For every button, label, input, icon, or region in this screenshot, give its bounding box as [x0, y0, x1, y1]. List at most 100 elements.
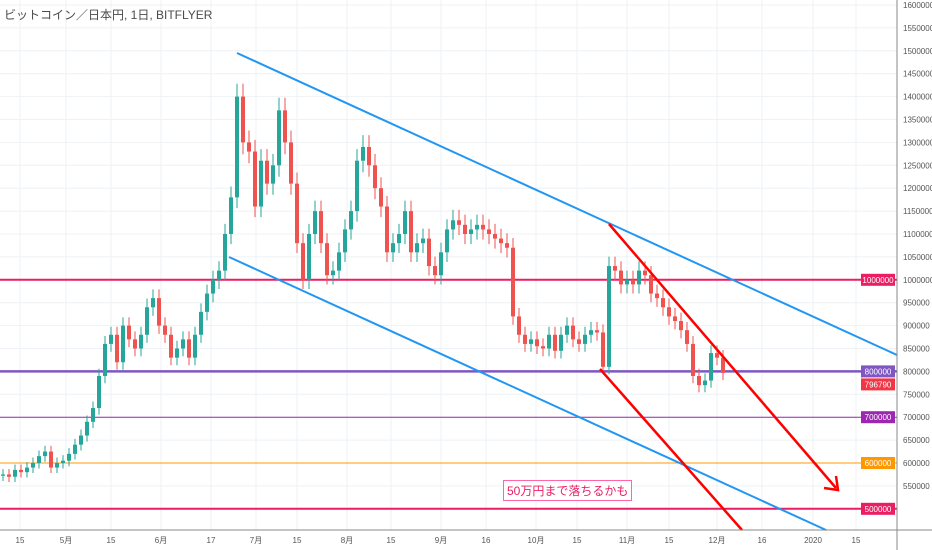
y-axis[interactable]: 550000 600000 650000 700000 750000 800000 8500… [903, 1, 932, 491]
candle [487, 229, 491, 234]
candle [379, 188, 383, 207]
x-tick-label: 15 [16, 536, 25, 545]
candle [589, 330, 593, 335]
candle [493, 234, 497, 239]
y-tick-label: 1200000 [903, 184, 932, 193]
y-tick-label: 650000 [903, 436, 930, 445]
candle [115, 334, 119, 363]
candle [271, 165, 275, 184]
x-tick-label: 9月 [435, 536, 447, 545]
candle [595, 330, 599, 333]
x-tick-label: 2020 [804, 536, 822, 545]
level-badge [861, 411, 895, 424]
candle [49, 451, 53, 468]
candle [475, 224, 479, 230]
candle [643, 270, 647, 276]
x-tick-label: 16 [758, 536, 767, 545]
x-tick-label: 15 [852, 536, 861, 545]
wedge-lower-line[interactable] [599, 368, 743, 531]
candle [199, 311, 203, 335]
candle [133, 339, 137, 349]
candle [31, 463, 35, 468]
candle [565, 325, 569, 335]
level-badge [861, 365, 895, 378]
y-tick-label: 750000 [903, 390, 930, 399]
candle [463, 224, 467, 234]
candle [631, 279, 635, 285]
candle [715, 353, 719, 358]
y-tick-label: 1400000 [903, 93, 932, 102]
candle [673, 316, 677, 322]
x-tick-label: 15 [107, 536, 116, 545]
candle [667, 307, 671, 317]
level-badge-label: 500000 [865, 505, 892, 514]
y-tick-label: 1100000 [903, 230, 932, 239]
candle [241, 96, 245, 143]
candle [181, 339, 185, 349]
candle [37, 456, 41, 463]
candle [295, 183, 299, 244]
candle [151, 298, 155, 308]
y-tick-label: 1250000 [903, 161, 932, 170]
candles [1, 83, 725, 482]
candle [337, 252, 341, 271]
level-badge-label: 700000 [865, 413, 892, 422]
candle [421, 238, 425, 244]
candle [319, 211, 323, 244]
candle [217, 270, 221, 280]
y-tick-label: 800000 [903, 367, 930, 376]
y-tick-label: 550000 [903, 482, 930, 491]
channel-lower-line[interactable] [228, 256, 827, 531]
x-tick-label: 7月 [250, 536, 262, 545]
candle [709, 353, 713, 381]
arrow-head [823, 475, 840, 492]
candle [355, 160, 359, 212]
level-badge [861, 273, 895, 286]
candle [619, 270, 623, 285]
candle [211, 279, 215, 294]
candle [427, 238, 431, 267]
last-price-label: 796790 [865, 380, 892, 389]
y-tick-label: 1150000 [903, 207, 932, 216]
trendlines[interactable] [228, 52, 898, 531]
x-tick-label: 12月 [709, 536, 726, 545]
candle [397, 234, 401, 244]
candle [139, 334, 143, 349]
candle [193, 334, 197, 358]
x-tick-label: 6月 [155, 536, 167, 545]
level-badge-label: 600000 [865, 459, 892, 468]
candle [535, 339, 539, 347]
x-axis[interactable]: 15 5月 15 6月 17 7月 15 8月 15 9月 16 10月 15 11月 15 12月 16 202… [16, 536, 861, 545]
y-tick-label: 950000 [903, 299, 930, 308]
y-tick-label: 1350000 [903, 116, 932, 125]
candle [613, 266, 617, 271]
candle [331, 270, 335, 276]
candle [391, 243, 395, 253]
y-tick-label: 1050000 [903, 253, 932, 262]
y-tick-label: 1000000 [903, 276, 932, 285]
level-badge-label: 1000000 [862, 276, 894, 285]
wedge-upper-line[interactable] [608, 223, 837, 489]
channel-upper-line[interactable] [236, 52, 898, 356]
candle [145, 307, 149, 335]
candle [235, 96, 239, 198]
candle [97, 375, 101, 409]
candle [547, 334, 551, 349]
x-tick-label: 17 [207, 536, 216, 545]
candle [691, 343, 695, 376]
candle [127, 325, 131, 340]
candle [157, 298, 161, 326]
candle [205, 293, 209, 312]
candle [1, 474, 5, 476]
candle [121, 325, 125, 363]
last-price-badge [861, 378, 895, 391]
candle [457, 220, 461, 225]
y-tick-label: 1450000 [903, 70, 932, 79]
candle [451, 220, 455, 230]
annotation-label[interactable]: 50万円まで落ちるかも [503, 480, 633, 501]
x-tick-label: 15 [573, 536, 582, 545]
candle [277, 110, 281, 166]
candle [637, 270, 641, 285]
